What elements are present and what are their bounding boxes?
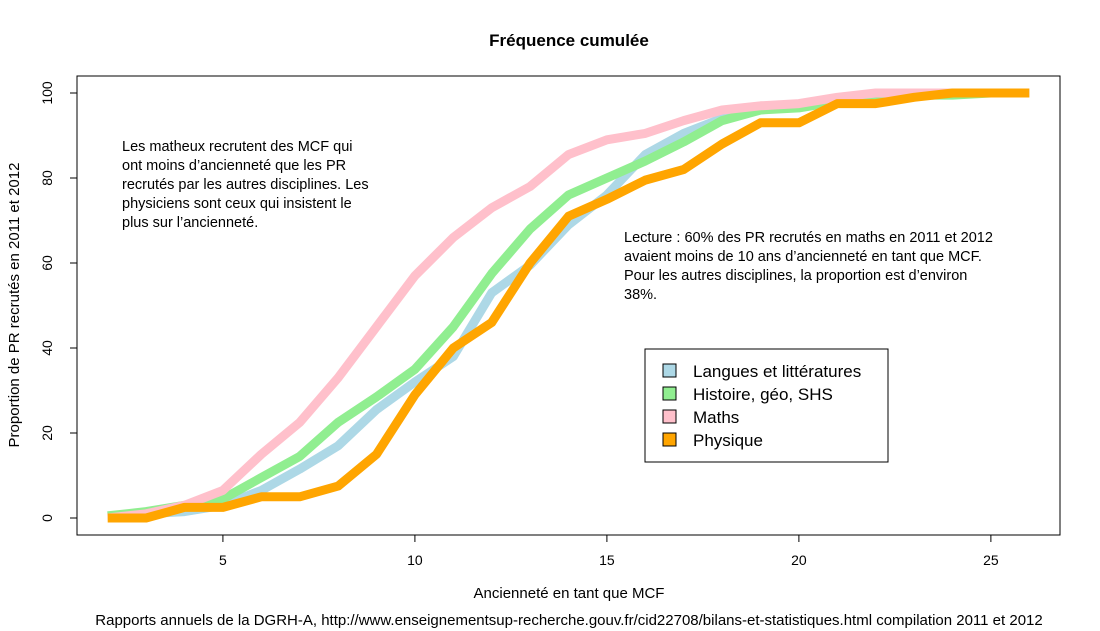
annotation-left-line: ont moins d’ancienneté que les PR bbox=[122, 158, 346, 174]
x-tick-label: 25 bbox=[983, 552, 999, 568]
chart-title: Fréquence cumulée bbox=[489, 31, 649, 50]
legend-swatch-maths bbox=[662, 409, 677, 424]
y-tick-label: 60 bbox=[39, 255, 55, 271]
y-axis: 0 20 40 60 80 100 bbox=[39, 81, 78, 522]
annotation-left-line: Les matheux recrutent des MCF qui bbox=[122, 139, 353, 155]
y-tick-label: 40 bbox=[39, 340, 55, 356]
legend-label-langues: Langues et littératures bbox=[693, 362, 861, 381]
legend-label-physique: Physique bbox=[693, 431, 763, 450]
y-tick-label: 80 bbox=[39, 170, 55, 186]
annotation-left-line: plus sur l’ancienneté. bbox=[122, 215, 258, 231]
annotation-reading-line: 38%. bbox=[624, 287, 657, 303]
legend: Langues et littératures Histoire, géo, S… bbox=[644, 348, 889, 463]
legend-swatch-physique bbox=[662, 432, 677, 447]
series-layer bbox=[107, 88, 1030, 523]
source-caption: Rapports annuels de la DGRH-A, http://ww… bbox=[95, 612, 1042, 629]
annotation-reading-line: Lecture : 60% des PR recrutés en maths e… bbox=[624, 230, 993, 246]
x-axis: 5 10 15 20 25 bbox=[219, 534, 999, 568]
x-tick-label: 10 bbox=[407, 552, 423, 568]
legend-swatch-histoire bbox=[662, 386, 677, 401]
legend-box bbox=[644, 348, 889, 463]
y-tick-label: 100 bbox=[39, 81, 55, 105]
series-line-physique bbox=[107, 88, 1030, 523]
y-tick-label: 0 bbox=[39, 514, 55, 522]
annotation-reading: Lecture : 60% des PR recrutés en maths e… bbox=[624, 230, 997, 303]
legend-swatch-langues bbox=[662, 363, 677, 378]
y-axis-label: Proportion de PR recrutés en 2011 et 201… bbox=[6, 163, 23, 448]
x-tick-label: 20 bbox=[791, 552, 807, 568]
annotation-reading-line: Pour les autres disciplines, la proporti… bbox=[624, 268, 967, 284]
legend-label-maths: Maths bbox=[693, 408, 739, 427]
legend-label-histoire: Histoire, géo, SHS bbox=[693, 385, 833, 404]
annotation-left-line: physiciens sont ceux qui insistent le bbox=[122, 196, 352, 212]
annotation-reading-line: avaient moins de 10 ans d’ancienneté en … bbox=[624, 249, 982, 265]
x-tick-label: 15 bbox=[599, 552, 615, 568]
annotation-left-line: recrutés par les autres disciplines. Les bbox=[122, 177, 369, 193]
series-line-maths bbox=[107, 88, 1030, 523]
x-axis-label: Ancienneté en tant que MCF bbox=[474, 585, 665, 602]
annotation-left: Les matheux recrutent des MCF qui ont mo… bbox=[122, 139, 373, 231]
y-tick-label: 20 bbox=[39, 425, 55, 441]
x-tick-label: 5 bbox=[219, 552, 227, 568]
